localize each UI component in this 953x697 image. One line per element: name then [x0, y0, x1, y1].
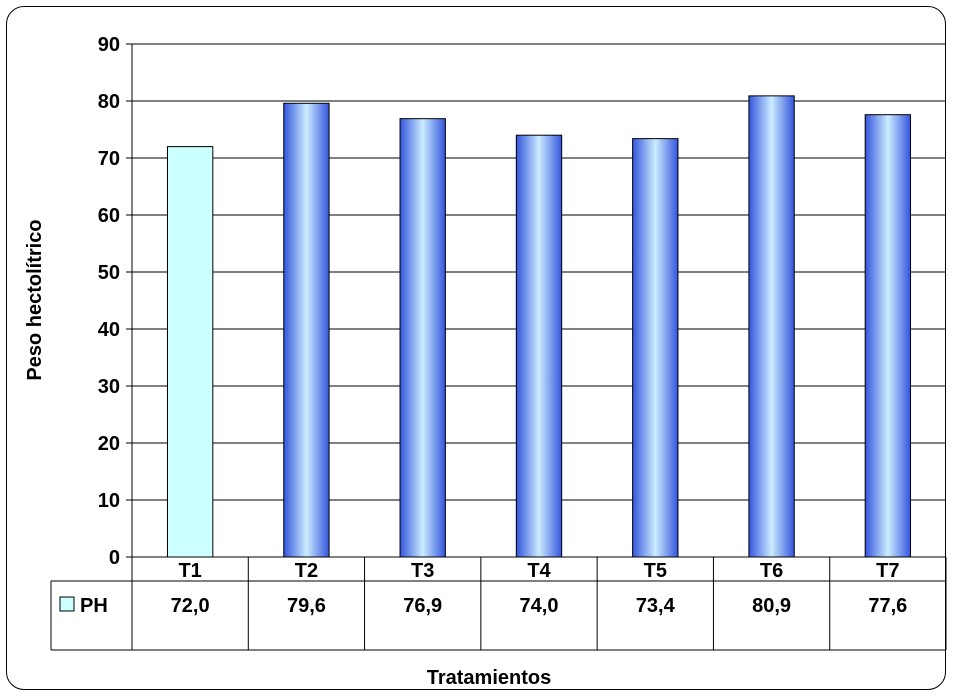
x-tick-label: T6 — [760, 560, 783, 582]
x-tick-label: T1 — [178, 560, 201, 582]
legend-series-name: PH — [80, 595, 108, 617]
data-label: 73,4 — [636, 595, 676, 617]
y-tick-label: 80 — [98, 91, 120, 113]
bar-t3 — [399, 118, 446, 558]
data-label: 76,9 — [403, 595, 442, 617]
x-tick-label: T3 — [411, 560, 434, 582]
bar-t4 — [515, 134, 563, 558]
y-tick-label: 0 — [109, 547, 120, 569]
y-tick-label: 60 — [98, 205, 120, 227]
x-tick-label: T2 — [295, 560, 318, 582]
x-tick-label: T5 — [644, 560, 667, 582]
data-label: 79,6 — [287, 595, 326, 617]
legend-key — [59, 596, 75, 612]
bar-t1 — [166, 146, 214, 558]
data-label: 72,0 — [171, 595, 210, 617]
y-axis-label: Peso hectolítrico — [24, 219, 46, 380]
bar-t2 — [283, 102, 330, 558]
data-label: 80,9 — [752, 595, 791, 617]
bar-t6 — [748, 95, 795, 558]
y-tick-label: 10 — [98, 490, 120, 512]
bars — [166, 95, 912, 558]
y-tick-label: 40 — [98, 319, 120, 341]
x-tick-label: T7 — [876, 560, 899, 582]
x-axis-label: Tratamientos — [427, 667, 551, 689]
data-table: T1 T2 T3 T4 T5 T6 T7 72,0 79,6 76,9 74,0 73,4 80,9 77… — [50, 557, 947, 651]
y-tick-label: 70 — [98, 148, 120, 170]
bar-t5 — [632, 138, 679, 558]
y-tick-label: 30 — [98, 376, 120, 398]
x-tick-label: T4 — [527, 560, 551, 582]
data-label: 77,6 — [868, 595, 907, 617]
data-label: 74,0 — [520, 595, 559, 617]
y-tick-label: 20 — [98, 433, 120, 455]
y-tick-label: 90 — [98, 34, 120, 56]
bar-t7 — [864, 114, 912, 558]
axes: 0 10 20 30 40 50 60 70 80 90 — [98, 34, 946, 569]
y-tick-label: 50 — [98, 262, 120, 284]
